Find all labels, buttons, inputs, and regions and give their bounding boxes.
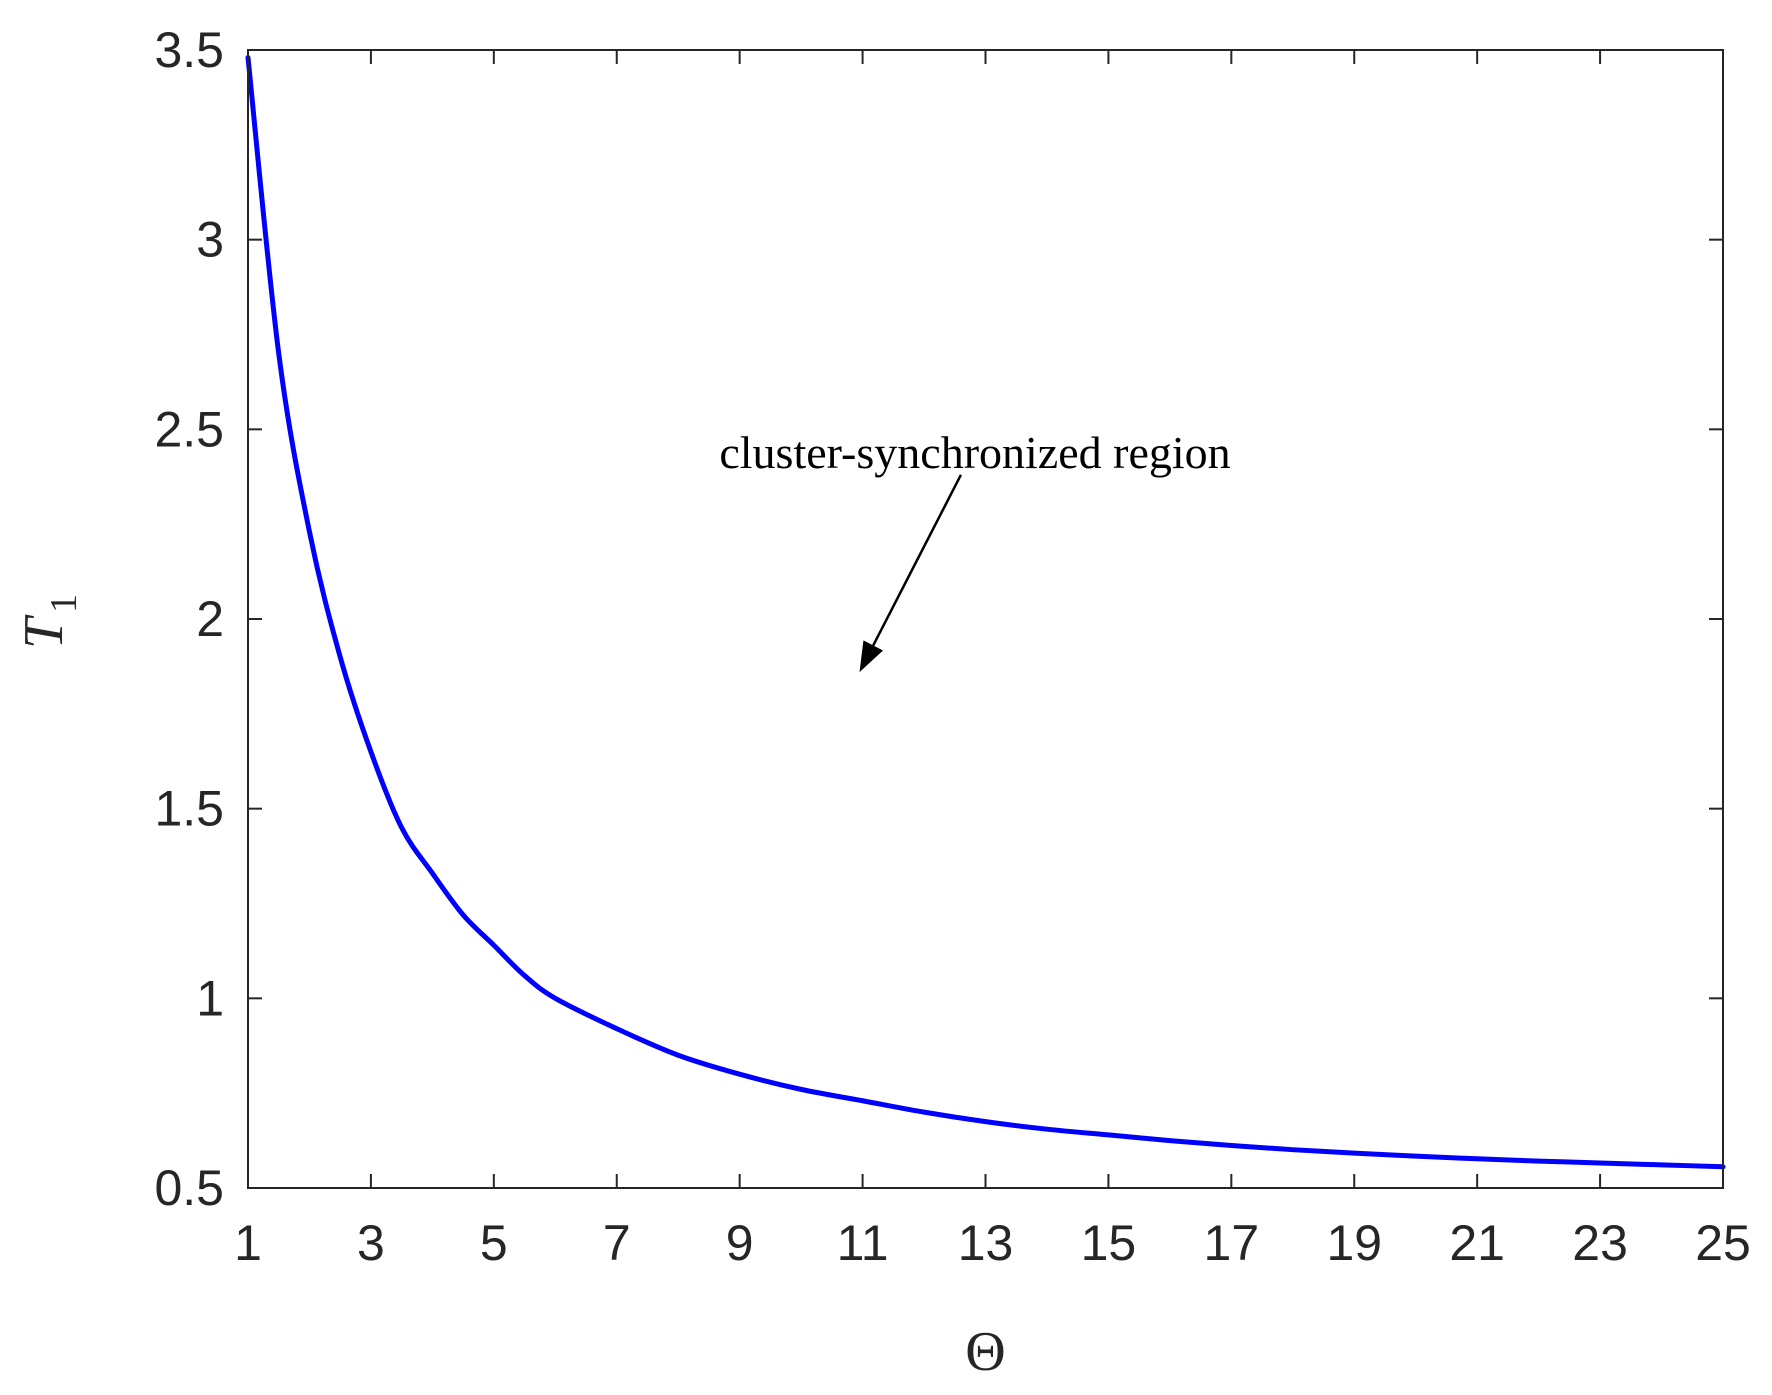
x-tick-label: 1 xyxy=(234,1215,262,1271)
y-axis-label-main: T xyxy=(13,614,75,649)
tick-labels-layer: 1 3 5 7 9 11 13 15 17 19 21 23 250.511.522.533.5 xyxy=(154,22,1750,1271)
x-tick-label: 9 xyxy=(726,1215,754,1271)
y-tick-label: 1 xyxy=(196,970,224,1026)
x-tick-label: 15 xyxy=(1081,1215,1137,1271)
x-tick-label: 25 xyxy=(1695,1215,1751,1271)
x-tick-label: 11 xyxy=(837,1215,889,1271)
ticks-layer xyxy=(247,49,1724,1189)
y-tick-label: 3.5 xyxy=(154,22,224,78)
x-tick-label: 23 xyxy=(1572,1215,1628,1271)
y-tick-label: 1.5 xyxy=(154,781,224,837)
x-tick-label: 17 xyxy=(1204,1215,1260,1271)
x-tick-label: 13 xyxy=(958,1215,1014,1271)
y-axis-label: T 1 xyxy=(13,594,85,649)
x-axis-label: Θ xyxy=(965,1321,1005,1383)
y-tick-label: 2 xyxy=(196,591,224,647)
y-tick-label: 3 xyxy=(196,212,224,268)
annotation-arrow-head xyxy=(859,640,884,673)
y-tick-label: 2.5 xyxy=(154,401,224,457)
x-tick-label: 5 xyxy=(480,1215,508,1271)
annotation-layer: cluster-synchronized region xyxy=(719,427,1231,673)
annotation-arrow-shaft xyxy=(872,474,963,646)
annotation-text: cluster-synchronized region xyxy=(719,427,1230,478)
x-tick-label: 21 xyxy=(1449,1215,1505,1271)
y-tick-label: 0.5 xyxy=(154,1160,224,1216)
series-line xyxy=(245,55,1726,1170)
x-tick-label: 3 xyxy=(357,1215,385,1271)
x-tick-label: 19 xyxy=(1326,1215,1382,1271)
x-tick-label: 7 xyxy=(603,1215,631,1271)
plot-box xyxy=(247,49,1724,1189)
y-axis-label-subscript: 1 xyxy=(43,594,85,613)
